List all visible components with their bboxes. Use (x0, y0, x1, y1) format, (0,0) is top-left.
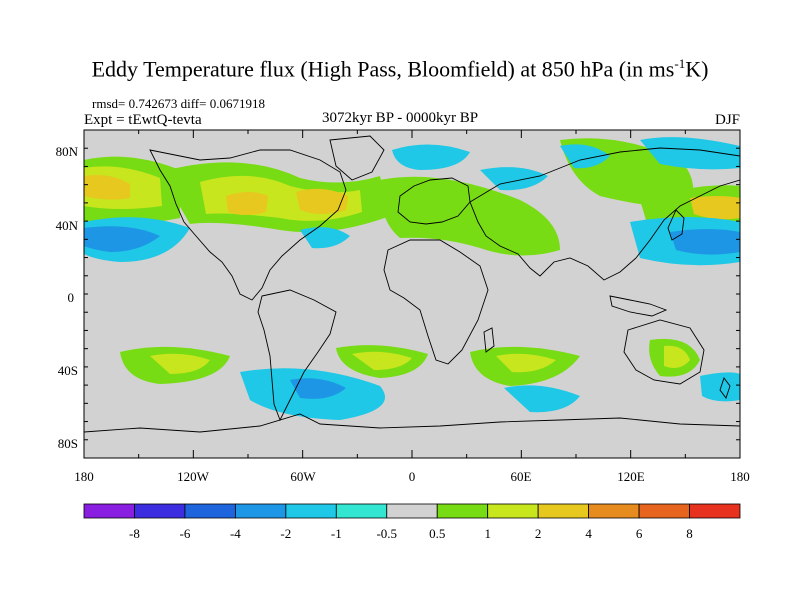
colorbar-label: 2 (535, 526, 542, 541)
lat-label-80s: 80S (58, 436, 78, 451)
contour-cyan (392, 144, 470, 170)
period-label: 3072kyr BP - 0000kyr BP (321, 110, 479, 126)
colorbar-swatch (638, 503, 690, 519)
coast-asia (469, 147, 740, 281)
contour-yellow (496, 353, 556, 373)
coast-new-zealand (719, 377, 731, 399)
coast-africa (383, 239, 489, 365)
colorbar-label: 0.5 (429, 526, 445, 541)
colorbar-swatch (335, 503, 388, 519)
coast-japan (667, 209, 685, 241)
colorbar-swatch (83, 503, 135, 519)
colorbar-label: 1 (484, 526, 491, 541)
lon-label-120e: 120E (617, 469, 645, 484)
coast-north-america (149, 149, 347, 301)
colorbar-label: -2 (280, 526, 291, 541)
coast-greenland (329, 135, 385, 181)
lon-label-60e: 60E (511, 469, 532, 484)
colorbar: -8 -6 -4 -2 -1 -0.5 0.5 1 2 4 6 8 (83, 503, 741, 541)
colorbar-label: -4 (230, 526, 241, 541)
colorbar-swatch (588, 503, 640, 519)
lon-label-120w: 120W (177, 469, 210, 484)
contour-cyan (480, 167, 548, 191)
lat-label-40n: 40N (56, 218, 79, 233)
coast-antarctica (84, 413, 740, 433)
contour-orange (296, 188, 348, 214)
colorbar-swatch (689, 503, 741, 519)
lon-label-180e: 180 (730, 469, 750, 484)
colorbar-swatch (537, 503, 590, 519)
colorbar-label: 8 (686, 526, 693, 541)
lon-label-0: 0 (409, 469, 416, 484)
contour-orange (226, 192, 268, 215)
plot-title: Eddy Temperature flux (High Pass, Bloomf… (91, 56, 709, 82)
contour-blue (670, 229, 740, 255)
contour-cyan (640, 137, 740, 170)
colorbar-label: 4 (585, 526, 592, 541)
contour-blue (290, 378, 346, 399)
axis-ticks (83, 129, 741, 459)
stats-label: rmsd= 0.742673 diff= 0.0671918 (92, 96, 265, 111)
lat-label-0: 0 (68, 290, 75, 305)
colorbar-label: -8 (129, 526, 140, 541)
colorbar-swatch (134, 503, 186, 519)
contour-cyan (560, 144, 610, 169)
contour-yellow (664, 345, 690, 368)
contour-orange (690, 196, 740, 220)
contour-green (379, 176, 560, 256)
lon-label-60w: 60W (290, 469, 316, 484)
experiment-label: Expt = tEwtQ-tevta (84, 112, 202, 128)
colorbar-swatch (436, 503, 489, 519)
contour-blue (84, 226, 160, 252)
colorbar-label: 6 (636, 526, 643, 541)
colorbar-swatch (184, 503, 236, 519)
contour-fields (84, 137, 740, 420)
colorbar-swatch (487, 503, 539, 519)
colorbar-label: -0.5 (376, 526, 397, 541)
lon-label-180w: 180 (74, 469, 94, 484)
coast-australia (623, 319, 705, 385)
contour-cyan (504, 385, 580, 413)
colorbar-swatch (234, 503, 287, 519)
season-label: DJF (714, 112, 740, 128)
coast-south-america (257, 289, 337, 422)
coast-europe (397, 177, 471, 225)
colorbar-label: -1 (331, 526, 342, 541)
colorbar-label: -6 (180, 526, 191, 541)
coast-madagascar (483, 327, 495, 353)
contour-cyan (300, 227, 350, 249)
coast-indonesia (609, 295, 668, 317)
contour-yellow (150, 353, 210, 374)
colorbar-swatch (285, 503, 337, 519)
contour-orange (84, 175, 130, 200)
coastlines (84, 135, 740, 433)
contour-cyan (700, 372, 740, 402)
colorbar-swatch (386, 503, 438, 519)
lat-label-80n: 80N (56, 144, 79, 159)
lat-label-40s: 40S (58, 363, 78, 378)
contour-yellow (352, 351, 412, 370)
